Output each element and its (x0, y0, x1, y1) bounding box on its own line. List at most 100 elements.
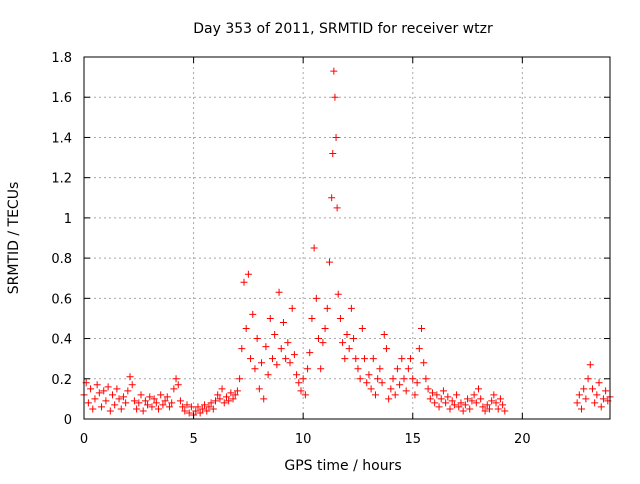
data-point (336, 314, 344, 322)
data-point (165, 403, 173, 411)
plus-marker (229, 395, 237, 403)
data-point (490, 391, 498, 399)
plus-marker (378, 379, 386, 387)
plus-marker (135, 399, 143, 407)
x-tick-label: 20 (514, 432, 531, 447)
data-point (380, 331, 388, 339)
data-point (431, 399, 439, 407)
data-point (212, 397, 219, 405)
data-point (420, 359, 428, 367)
data-point (214, 391, 222, 399)
data-point (461, 401, 469, 409)
plus-marker (172, 375, 180, 383)
data-point (209, 405, 217, 413)
data-point (584, 375, 592, 383)
data-point (323, 304, 331, 312)
plus-marker (288, 304, 296, 312)
data-point (448, 397, 456, 405)
plus-marker (575, 391, 583, 399)
plus-marker (453, 391, 461, 399)
data-point (321, 325, 329, 332)
plus-marker (424, 385, 432, 393)
plus-marker (466, 405, 474, 413)
data-point (588, 385, 596, 393)
plus-marker (168, 399, 176, 407)
plus-marker (203, 407, 211, 415)
plus-marker (580, 385, 588, 393)
data-point (183, 401, 191, 409)
data-point (597, 403, 605, 411)
plus-marker (404, 365, 412, 373)
plus-marker (201, 401, 209, 409)
data-point (192, 407, 200, 415)
data-point (139, 407, 147, 415)
data-point (468, 397, 476, 405)
data-point (483, 401, 491, 409)
data-point (442, 399, 450, 407)
data-point (293, 371, 301, 379)
plus-marker (308, 314, 316, 322)
data-point (424, 385, 432, 393)
data-point (365, 371, 373, 379)
plus-marker (354, 365, 362, 373)
data-point (396, 381, 404, 389)
data-point (464, 395, 472, 403)
plus-marker (295, 379, 303, 387)
plus-marker (236, 375, 244, 383)
y-tick-label: 0 (64, 413, 72, 428)
plus-marker (396, 381, 404, 389)
plus-marker (582, 395, 590, 403)
plus-marker (251, 365, 259, 373)
plus-marker (185, 409, 193, 417)
plus-marker (124, 387, 132, 395)
plus-marker (152, 399, 160, 407)
chart-title: Day 353 of 2011, SRMTID for receiver wtz… (193, 21, 493, 37)
data-point (422, 375, 430, 383)
plus-marker (356, 375, 364, 383)
x-axis: 0 5 10 15 20 (80, 57, 531, 447)
data-point (470, 391, 478, 399)
plus-marker (499, 401, 507, 409)
data-point (457, 399, 465, 407)
plus-marker (115, 395, 123, 403)
data-point (157, 391, 165, 399)
data-point (332, 133, 340, 141)
data-point (306, 349, 314, 357)
data-point (376, 365, 384, 373)
plus-marker (218, 385, 226, 393)
data-point (317, 365, 325, 373)
plus-marker (468, 397, 476, 405)
plus-marker (402, 387, 410, 395)
plus-marker (209, 405, 217, 413)
data-point (319, 339, 327, 347)
data-point (387, 385, 395, 393)
data-point (284, 339, 292, 347)
plus-marker (260, 395, 268, 403)
plus-marker (428, 389, 436, 397)
plus-marker (315, 335, 323, 343)
data-point (207, 399, 215, 407)
plus-marker (475, 385, 482, 393)
plus-marker (163, 393, 171, 401)
plus-marker (481, 407, 489, 415)
plus-marker (84, 399, 92, 407)
data-point (426, 395, 434, 403)
data-point (593, 391, 601, 399)
plus-marker (227, 389, 235, 397)
data-point (350, 335, 358, 343)
data-point (352, 355, 360, 363)
data-point (242, 325, 250, 332)
data-point (282, 355, 290, 363)
plus-marker (597, 403, 605, 411)
plus-marker (431, 399, 439, 407)
data-point (288, 304, 296, 312)
data-point (271, 331, 279, 339)
data-point (170, 385, 178, 393)
data-point (391, 391, 399, 399)
data-point (479, 403, 487, 411)
data-point (573, 399, 581, 407)
plus-marker (459, 407, 467, 415)
plus-marker (496, 395, 504, 403)
plus-marker (113, 385, 121, 393)
